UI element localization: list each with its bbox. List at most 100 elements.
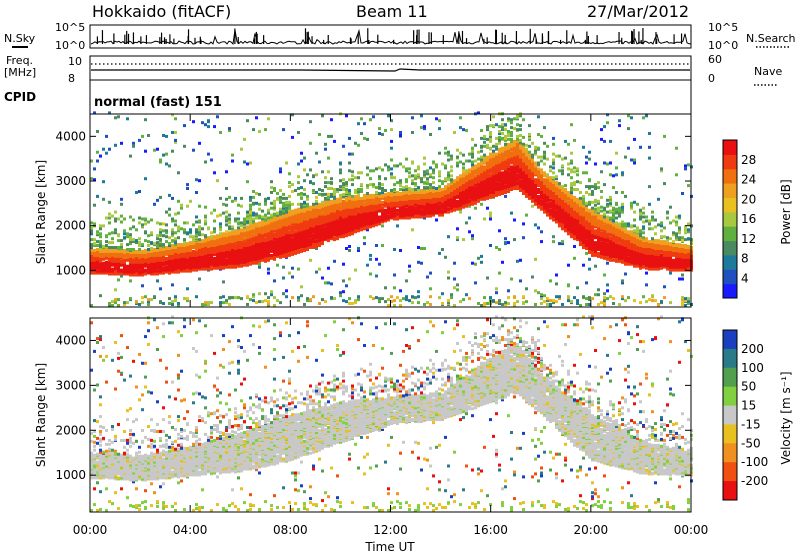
power-cell — [219, 225, 222, 229]
power-cell — [219, 131, 222, 134]
power-cell — [237, 252, 240, 256]
power-cell — [357, 247, 360, 250]
power-cell — [240, 259, 243, 263]
power-cell — [357, 122, 360, 126]
power-cell — [348, 302, 351, 305]
power-cell — [444, 255, 447, 259]
power-cell — [462, 153, 465, 157]
power-cell — [324, 181, 327, 185]
power-cell — [114, 298, 117, 302]
power-cell — [249, 262, 252, 266]
power-cell — [129, 235, 132, 239]
power-cell — [174, 219, 177, 223]
power-cell — [459, 126, 462, 130]
power-cell — [195, 259, 198, 263]
power-cell — [297, 131, 300, 134]
power-cell — [177, 211, 180, 215]
power-cell — [351, 170, 354, 174]
power-cell — [390, 201, 393, 205]
power-cell — [255, 235, 258, 239]
power-cell — [96, 233, 99, 237]
power-cell — [147, 257, 150, 261]
power-cell — [492, 193, 495, 197]
power-cell — [117, 246, 120, 249]
power-cell — [102, 147, 105, 151]
power-cell — [195, 236, 198, 240]
power-cell — [309, 215, 312, 219]
power-cell — [483, 155, 486, 159]
power-cell — [288, 200, 291, 204]
power-cell — [198, 248, 201, 251]
power-cell — [351, 199, 354, 203]
power-cell — [471, 237, 474, 241]
power-cell — [189, 251, 192, 255]
power-cell — [387, 209, 390, 213]
power-cell — [471, 163, 474, 167]
power-cell — [354, 215, 357, 219]
power-cell — [357, 210, 360, 214]
power-cell — [132, 144, 135, 148]
power-cell — [228, 231, 231, 235]
power-cell — [468, 297, 471, 301]
power-cell — [444, 191, 447, 194]
power-cell — [330, 199, 333, 203]
power-cell — [282, 265, 285, 269]
power-cell — [345, 184, 348, 188]
power-cell — [135, 256, 138, 260]
power-cell — [486, 276, 489, 280]
power-cell — [390, 189, 393, 192]
power-cell — [426, 182, 429, 186]
power-cell — [234, 296, 237, 300]
power-cell — [240, 238, 243, 242]
power-cell — [447, 186, 450, 190]
power-cell — [135, 249, 138, 253]
power-cell — [93, 244, 96, 247]
power-cell — [321, 216, 324, 220]
power-cell — [90, 250, 93, 254]
power-cell — [393, 205, 396, 209]
power-cell — [225, 261, 228, 265]
power-cell — [228, 303, 231, 306]
power-cell — [366, 166, 369, 170]
power-cell — [489, 146, 492, 150]
power-cell — [219, 250, 222, 254]
power-cell — [192, 120, 195, 124]
power-cell — [369, 169, 372, 173]
power-cell — [156, 241, 159, 245]
power-cell — [114, 228, 117, 232]
power-cell — [294, 244, 297, 247]
power-cell — [171, 232, 174, 236]
power-cell — [414, 209, 417, 213]
power-cell — [96, 251, 99, 255]
power-cell — [228, 213, 231, 217]
power-cell — [474, 159, 477, 163]
power-cell — [114, 217, 117, 221]
power-cell — [444, 166, 447, 170]
power-cell — [372, 169, 375, 173]
power-cell — [210, 211, 213, 215]
power-cell — [486, 192, 489, 195]
power-cell — [369, 177, 372, 181]
power-cell — [267, 196, 270, 200]
power-cell — [303, 243, 306, 247]
power-cell — [270, 256, 273, 260]
power-cell — [216, 214, 219, 218]
power-cell — [327, 281, 330, 285]
power-cell — [489, 178, 492, 182]
power-cell — [474, 196, 477, 200]
power-cell — [333, 196, 336, 200]
power-cell — [405, 279, 408, 283]
power-cell — [171, 244, 174, 247]
power-cell — [222, 301, 225, 305]
power-cell — [234, 217, 237, 221]
power-cell — [213, 219, 216, 223]
power-cell — [300, 159, 303, 163]
power-cell — [186, 231, 189, 235]
power-cell — [105, 151, 108, 155]
power-cell — [420, 114, 423, 118]
power-cell — [315, 239, 318, 243]
power-cell — [402, 186, 405, 190]
power-cell — [150, 269, 153, 273]
power-cell — [348, 231, 351, 235]
power-cell — [465, 169, 468, 173]
